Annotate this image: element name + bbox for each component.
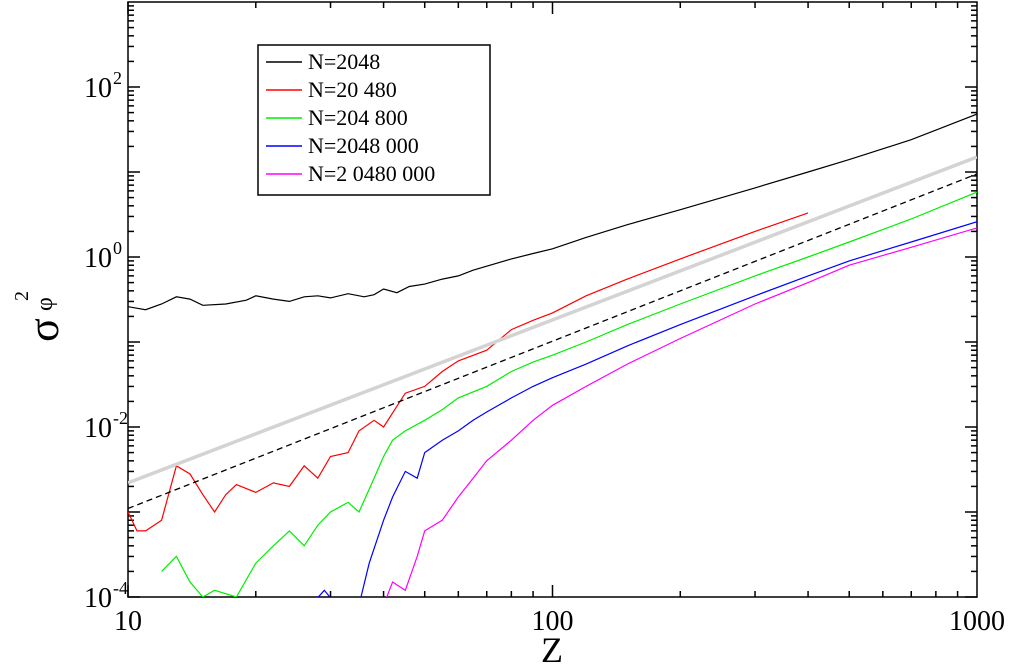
axis-ticks xyxy=(127,2,977,598)
y-axis-symbol: σ xyxy=(19,318,68,342)
x-tick-label: 1000 xyxy=(949,606,1005,637)
y-tick-label: 10 xyxy=(84,413,112,444)
legend-label: N=2048 000 xyxy=(308,133,419,158)
x-tick-label: 10 xyxy=(114,606,142,637)
series-layer xyxy=(128,113,977,597)
legend: N=2048 N=20 480 N=204 800 N=2048 000 N=2 048… xyxy=(257,44,491,196)
series-n2048000-line xyxy=(317,221,977,597)
series-n204800-line xyxy=(161,191,977,597)
y-tick-label: 10 xyxy=(84,583,112,614)
legend-label: N=2048 xyxy=(308,49,380,74)
y-tick-exponent: -2 xyxy=(113,408,128,428)
legend-label: N=2 0480 000 xyxy=(308,161,435,186)
series-n2048-line xyxy=(128,113,977,311)
series-n20480-line xyxy=(128,212,809,532)
reference-gray-line xyxy=(128,155,977,485)
y-axis-superscript: 2 xyxy=(11,291,33,301)
y-tick-exponent: 2 xyxy=(113,68,122,88)
x-tick-label: 100 xyxy=(532,606,574,637)
y-tick-label: 10 xyxy=(84,73,112,104)
y-tick-exponent: -4 xyxy=(113,578,128,598)
legend-label: N=204 800 xyxy=(308,105,408,130)
reference-dashed-line xyxy=(128,173,977,510)
y-tick-exponent: 0 xyxy=(113,238,122,258)
y-tick-label: 10 xyxy=(84,243,112,274)
y-axis-title: σ φ 2 xyxy=(11,291,68,342)
legend-label: N=20 480 xyxy=(308,77,397,102)
series-n20480000-line xyxy=(386,227,977,597)
plot-frame xyxy=(127,1,978,598)
y-axis-subscript: φ xyxy=(32,297,58,311)
x-axis-title: Z xyxy=(541,630,563,664)
legend-box xyxy=(257,44,491,196)
